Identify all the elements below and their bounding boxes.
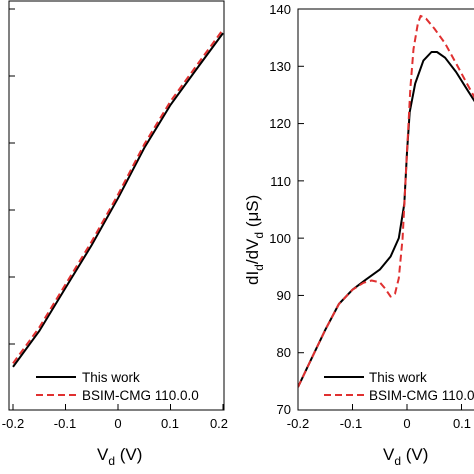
left-panel: -0.2 -0.1 0 0.1 0.2 Vd (V) This work BSI… — [2, 0, 228, 468]
right-ytick-label-140: 140 — [269, 2, 291, 17]
left-xtick-label-4: 0.2 — [210, 416, 228, 431]
right-ytick-label-110: 110 — [270, 174, 291, 189]
right-legend-label-this-work: This work — [369, 370, 427, 385]
right-ytick-label-120: 120 — [269, 116, 291, 131]
right-ytick-label-70: 70 — [277, 402, 291, 417]
right-xtick-label-2: 0 — [403, 416, 410, 431]
right-xtick-label-1: -0.1 — [340, 416, 362, 431]
right-ytick-label-90: 90 — [277, 288, 291, 303]
left-y-ticks — [9, 8, 15, 345]
left-series-1-line — [12, 28, 224, 364]
left-legend-label-bsim: BSIM-CMG 110.0.0 — [82, 388, 199, 403]
left-legend-label-this-work: This work — [82, 370, 140, 385]
left-xtick-label-1: -0.1 — [54, 416, 76, 431]
left-plot-area — [12, 28, 224, 368]
right-legend-label-bsim: BSIM-CMG 110.0.0 — [369, 388, 474, 403]
right-panel: -0.2 -0.1 0 0.1 140 130 120 110 100 90 8… — [243, 2, 474, 468]
right-axes-frame — [297, 8, 474, 411]
left-axes-frame — [8, 0, 225, 411]
right-ytick-label-80: 80 — [277, 345, 291, 360]
left-xtick-label-2: 0 — [114, 416, 121, 431]
left-legend: This work BSIM-CMG 110.0.0 — [36, 370, 199, 403]
left-x-ticks — [12, 404, 224, 410]
right-ytick-label-100: 100 — [269, 231, 291, 246]
right-y-axis-label: dId/dVd (μS) — [243, 195, 266, 285]
left-xtick-label-3: 0.1 — [161, 416, 179, 431]
right-ytick-label-130: 130 — [269, 59, 291, 74]
right-legend: This work BSIM-CMG 110.0.0 — [324, 370, 474, 403]
right-series-0-line — [298, 51, 474, 388]
right-plot-area — [298, 14, 474, 388]
right-xtick-label-0: -0.2 — [287, 416, 309, 431]
left-xtick-label-0: -0.2 — [2, 416, 24, 431]
left-x-axis-label: Vd (V) — [97, 445, 142, 468]
right-series-1-line — [298, 14, 474, 388]
left-series-0-line — [12, 32, 224, 368]
right-ticks — [297, 8, 462, 411]
right-x-axis-label: Vd (V) — [383, 445, 428, 468]
right-xtick-label-3: 0.1 — [453, 416, 471, 431]
